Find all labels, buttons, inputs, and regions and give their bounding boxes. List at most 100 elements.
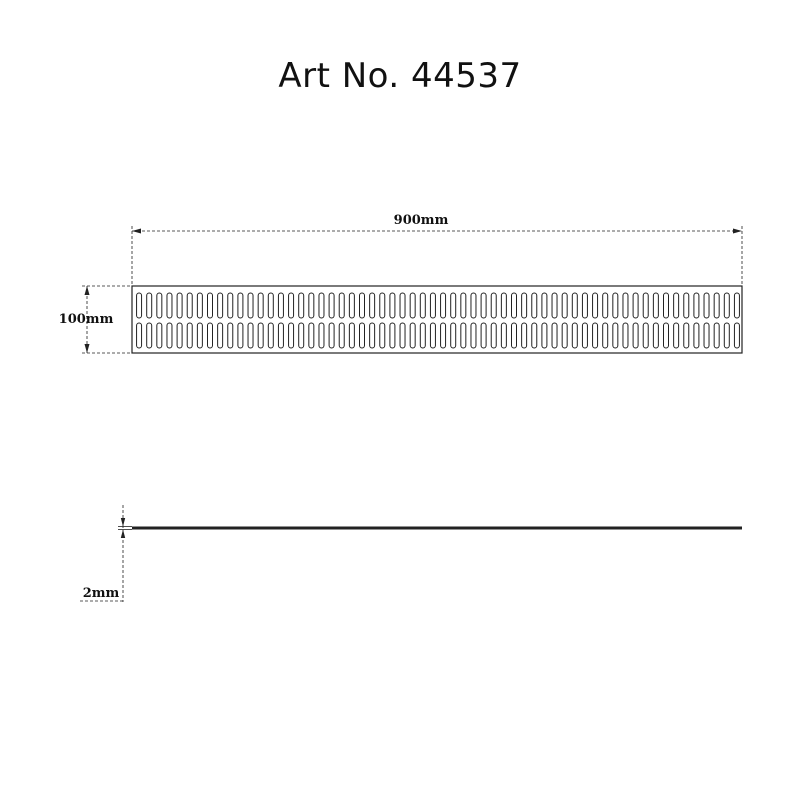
grate-slot <box>450 322 457 349</box>
grate-slot <box>277 292 284 319</box>
grate-slot <box>419 322 426 349</box>
grate-top-view <box>131 285 743 354</box>
grate-slot <box>480 292 487 319</box>
grate-slot <box>450 292 457 319</box>
grate-slot <box>399 322 406 349</box>
thickness-arrow-bottom <box>120 529 126 538</box>
grate-slot <box>237 292 244 319</box>
grate-slot <box>298 322 305 349</box>
slot-row-top <box>136 292 740 319</box>
grate-slot <box>267 322 274 349</box>
grate-slot <box>652 292 659 319</box>
grate-slot <box>379 292 386 319</box>
grate-slot <box>257 292 264 319</box>
grate-slot <box>166 322 173 349</box>
grate-slot <box>490 322 497 349</box>
grate-slot <box>713 292 720 319</box>
grate-slot <box>348 322 355 349</box>
grate-slot <box>389 322 396 349</box>
grate-slot <box>267 292 274 319</box>
grate-slot <box>318 322 325 349</box>
grate-slot <box>379 322 386 349</box>
grate-slot <box>257 322 264 349</box>
grate-slot <box>612 322 619 349</box>
width-arrow-right <box>733 228 742 234</box>
height-label: 100mm <box>59 312 114 327</box>
grate-slot <box>470 322 477 349</box>
width-dimension: 900mm <box>131 213 743 286</box>
grate-slot <box>419 292 426 319</box>
grate-slot <box>531 292 538 319</box>
grate-slot <box>308 322 315 349</box>
grate-slot <box>470 292 477 319</box>
grate-slot <box>632 292 639 319</box>
grate-slot <box>612 292 619 319</box>
grate-slot <box>642 322 649 349</box>
grate-slot <box>571 292 578 319</box>
grate-side-profile <box>132 526 742 530</box>
grate-slot <box>673 322 680 349</box>
side-view: 2mm <box>80 505 742 602</box>
grate-slot <box>703 322 710 349</box>
grate-slot <box>480 322 487 349</box>
grate-slot <box>288 322 295 349</box>
page-title: Art No. 44537 <box>278 56 522 96</box>
grate-slot <box>521 322 528 349</box>
grate-slot <box>338 322 345 349</box>
grate-slot <box>247 292 254 319</box>
grate-slot <box>440 322 447 349</box>
grate-slot <box>733 322 740 349</box>
grate-slot <box>146 322 153 349</box>
grate-slot <box>359 322 365 349</box>
grate-slot <box>602 322 609 349</box>
grate-slot <box>338 292 345 319</box>
grate-slot <box>146 292 153 319</box>
grate-slot <box>521 292 528 319</box>
grate-slot <box>642 292 649 319</box>
grate-slot <box>500 292 507 319</box>
grate-slot <box>713 322 720 349</box>
thickness-arrow-top <box>120 518 126 527</box>
grate-slot <box>663 322 669 349</box>
grate-slot <box>632 322 639 349</box>
grate-slot <box>703 292 710 319</box>
grate-slot <box>227 322 234 349</box>
grate-slot <box>136 292 143 319</box>
grate-slot <box>693 292 700 319</box>
grate-slot <box>663 292 669 319</box>
grate-slot <box>683 322 690 349</box>
height-arrow-bottom <box>84 344 90 353</box>
height-arrow-top <box>84 286 90 295</box>
grate-slot <box>288 292 295 319</box>
grate-slot <box>318 292 325 319</box>
grate-slot <box>460 322 467 349</box>
grate-slot <box>359 292 365 319</box>
grate-slot <box>652 322 659 349</box>
width-arrow-left <box>132 228 141 234</box>
grate-slot <box>328 322 335 349</box>
grate-slot <box>298 292 305 319</box>
grate-slot <box>581 292 588 319</box>
grate-slot <box>602 292 609 319</box>
grate-slot <box>186 292 193 319</box>
grate-slot <box>723 292 730 319</box>
grate-slot <box>592 292 599 319</box>
grate-slot <box>207 322 213 349</box>
slot-row-bottom <box>136 322 740 349</box>
grate-slot <box>186 322 193 349</box>
grate-slot <box>561 322 568 349</box>
height-dimension: 100mm <box>59 285 132 354</box>
grate-slot <box>622 292 629 319</box>
grate-slot <box>581 322 588 349</box>
grate-slot <box>673 292 680 319</box>
grate-slot <box>723 322 730 349</box>
grate-slot <box>399 292 406 319</box>
thickness-label: 2mm <box>83 586 120 601</box>
grate-slot <box>176 292 183 319</box>
grate-slot <box>207 292 213 319</box>
grate-slot <box>166 292 173 319</box>
grate-slot <box>328 292 335 319</box>
grate-slot <box>592 322 599 349</box>
grate-slot <box>693 322 700 349</box>
